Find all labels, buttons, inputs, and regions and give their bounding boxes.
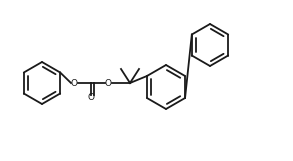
Text: O: O [71,79,78,87]
Text: O: O [88,94,95,103]
Text: O: O [105,79,112,87]
